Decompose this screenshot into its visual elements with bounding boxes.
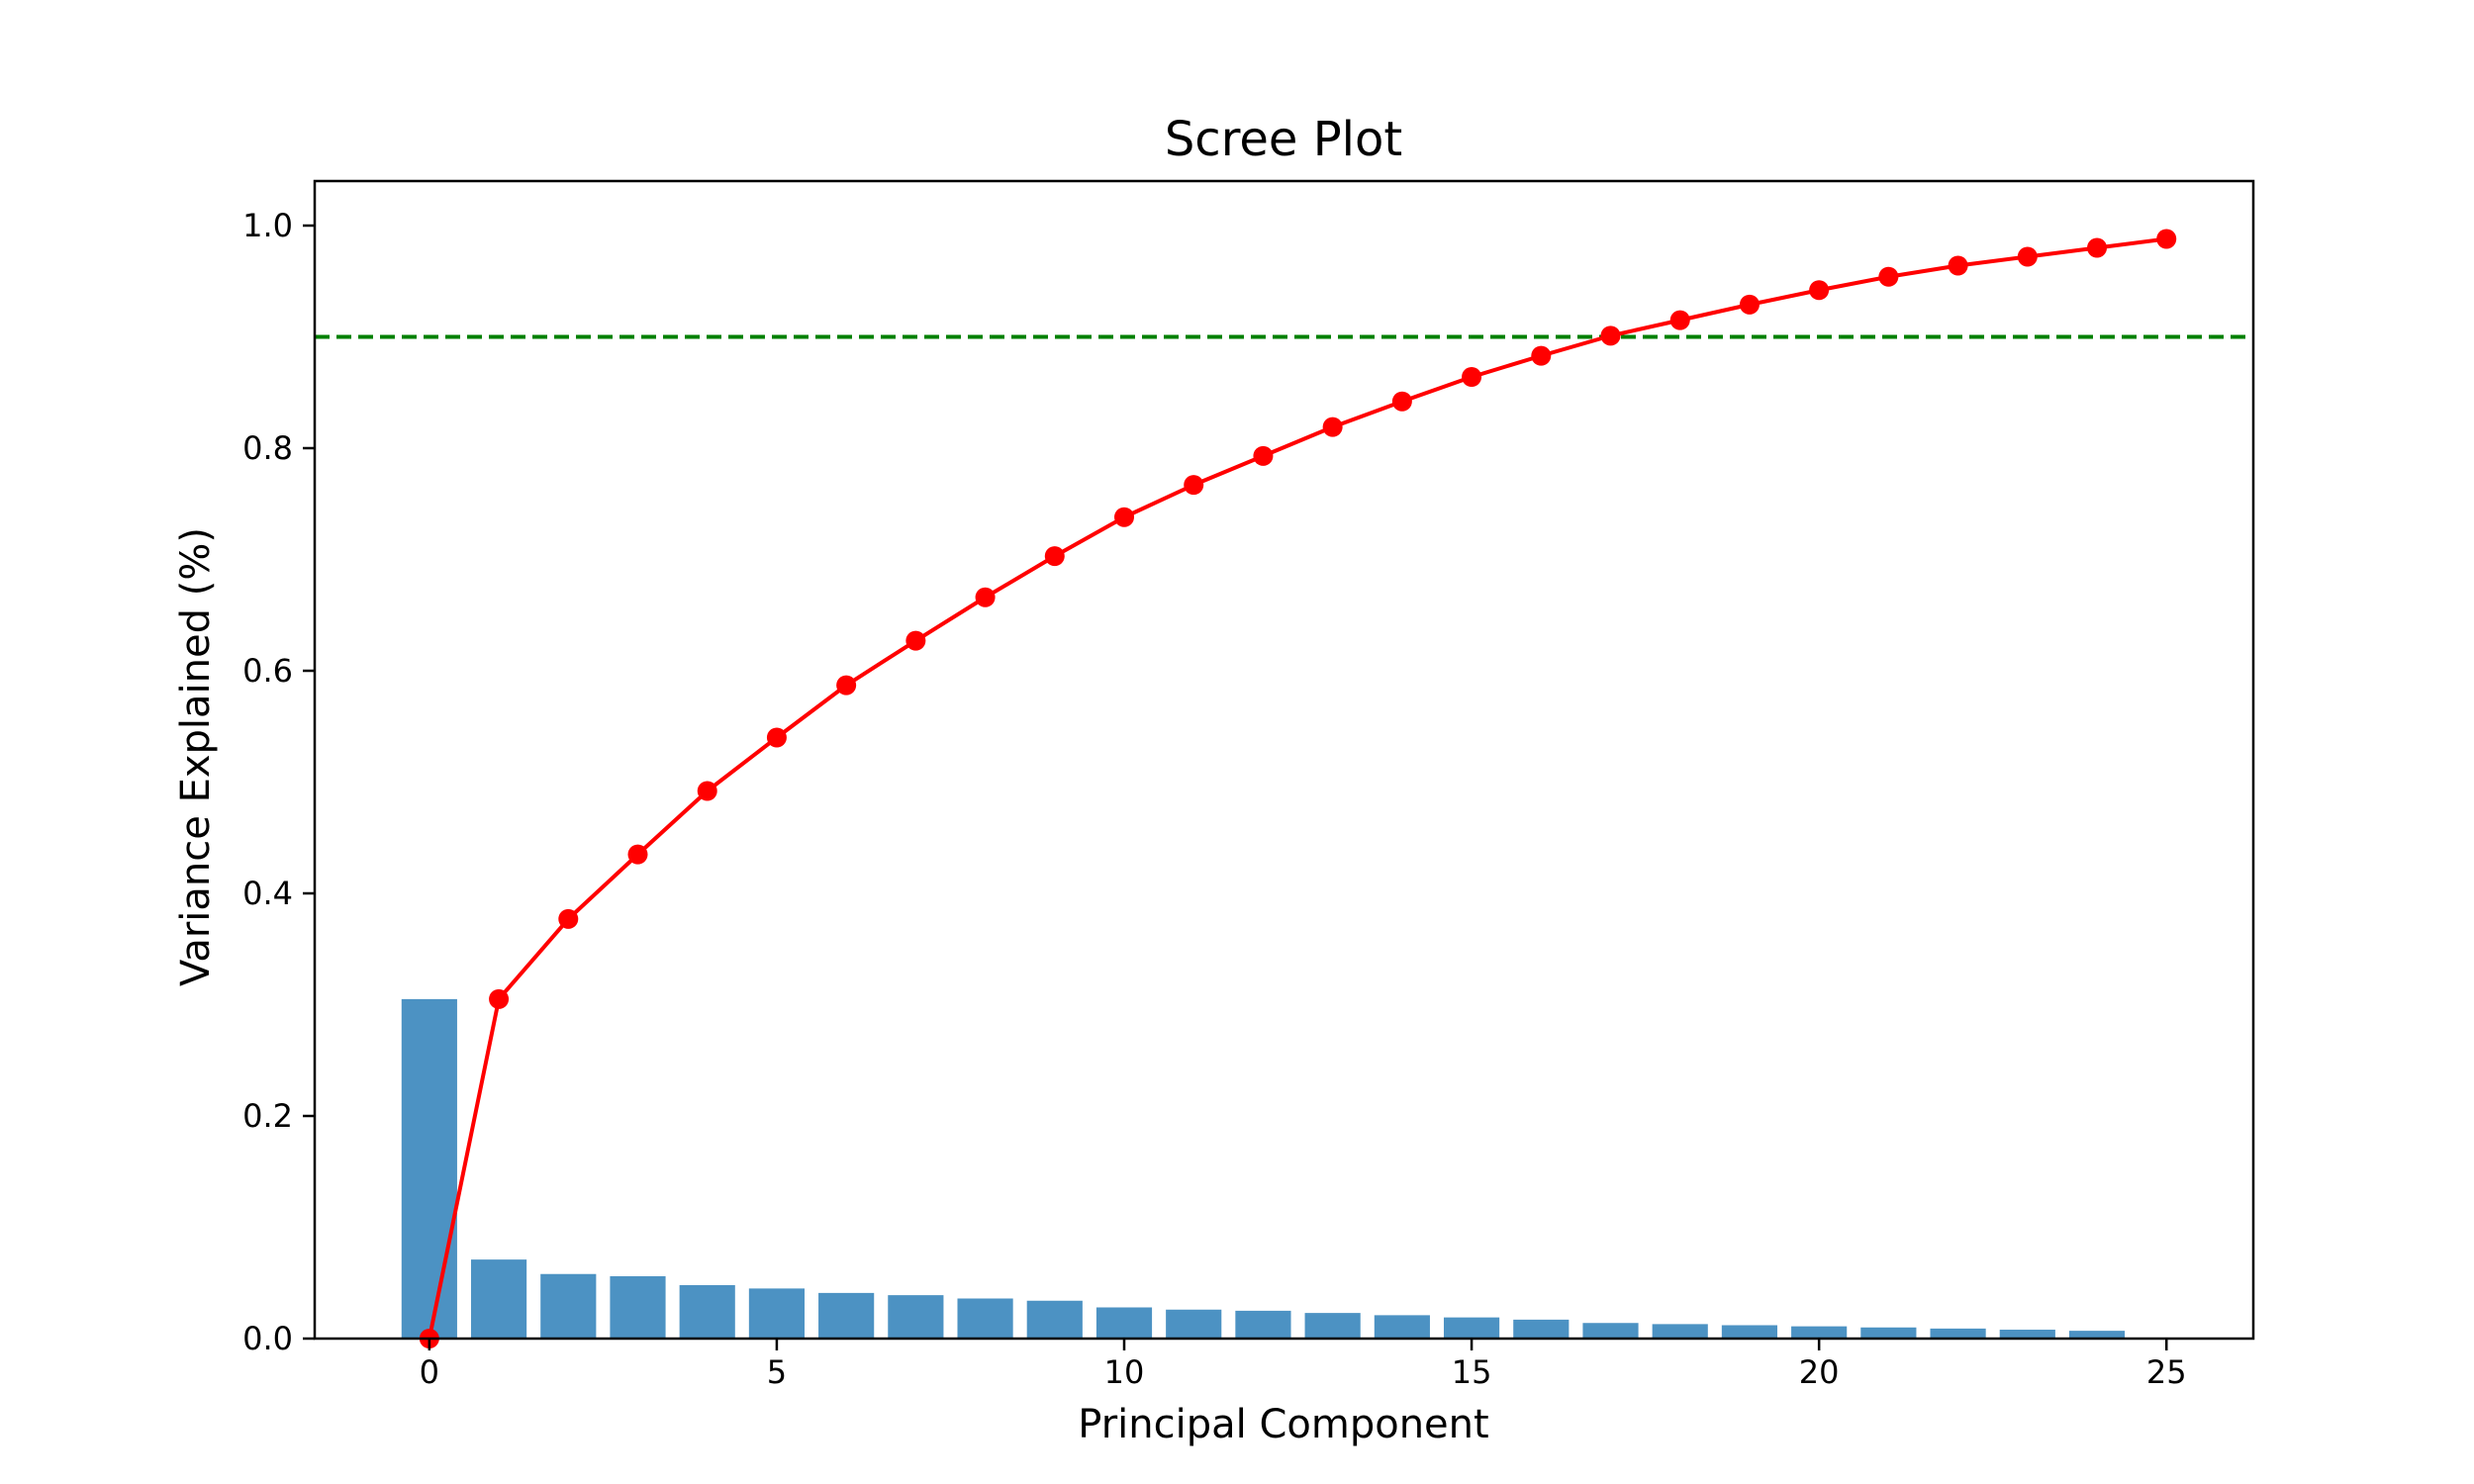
x-tick-label-20: 20 [1799,1353,1840,1391]
cumulative-point-7 [905,630,926,651]
cumulative-point-24 [2087,237,2108,258]
x-tick-label-25: 25 [2146,1353,2187,1391]
bar-component-0 [401,998,457,1340]
bar-component-14 [1374,1315,1430,1340]
bar-component-7 [888,1295,944,1340]
chart-title: Scree Plot [1165,112,1402,167]
cumulative-point-1 [489,988,510,1009]
x-tick-label-10: 10 [1104,1353,1145,1391]
cumulative-point-12 [1253,445,1274,466]
cumulative-variance-line [427,236,2169,1341]
cumulative-point-21 [1878,266,1899,287]
cumulative-point-20 [1809,280,1830,301]
cumulative-point-14 [1391,391,1412,412]
bar-component-1 [470,1259,527,1340]
y-tick-label-0.4: 0.4 [242,875,293,912]
cumulative-point-18 [1669,310,1690,330]
bar-component-16 [1513,1319,1570,1340]
axes-frame [313,179,2255,1341]
cumulative-point-2 [558,908,579,929]
bar-component-22 [1930,1328,1986,1340]
bar-component-5 [748,1288,806,1340]
y-tick-label-0: 0.0 [242,1320,293,1357]
cumulative-point-19 [1739,294,1760,315]
cumulative-point-15 [1462,367,1482,387]
y-tick-label-0.2: 0.2 [242,1097,293,1135]
y-axis-label: Variance Explained (%) [173,527,219,986]
bar-component-2 [540,1273,597,1339]
x-axis-label: Principal Component [1078,1402,1488,1447]
bar-component-21 [1860,1327,1917,1339]
bar-component-23 [1999,1330,2055,1339]
x-tick-label-5: 5 [767,1353,787,1391]
cumulative-point-5 [766,727,787,748]
cumulative-point-13 [1322,417,1343,437]
cumulative-point-3 [627,844,648,865]
bar-component-18 [1652,1324,1708,1340]
bar-component-4 [679,1285,735,1339]
cumulative-point-4 [697,781,717,801]
bar-component-8 [957,1298,1013,1339]
cumulative-point-17 [1600,325,1621,346]
y-tick-label-0.6: 0.6 [242,652,293,690]
y-tick-label-0.8: 0.8 [242,429,293,467]
bar-component-10 [1095,1307,1153,1339]
plot-area: 0 5 10 15 20 25 0.0 0.2 0.4 0.6 0.8 1.0 [242,179,2255,1391]
bar-component-17 [1582,1323,1639,1339]
bar-component-9 [1026,1300,1083,1339]
bar-component-11 [1166,1309,1222,1339]
bar-component-20 [1791,1326,1848,1340]
cumulative-point-11 [1184,475,1204,496]
cumulative-point-9 [1044,546,1065,567]
cumulative-point-10 [1114,507,1135,527]
bar-component-13 [1304,1313,1361,1340]
cumulative-point-22 [1948,255,1968,276]
cumulative-point-6 [836,675,857,696]
cumulative-point-8 [975,587,996,607]
cumulative-point-23 [2017,246,2038,267]
cumulative-point-16 [1531,345,1552,366]
cumulative-point-25 [2156,229,2177,249]
x-tick-label-0: 0 [420,1353,439,1391]
bar-component-15 [1443,1317,1500,1340]
bar-component-19 [1721,1325,1778,1339]
bar-component-6 [818,1292,875,1340]
bar-component-12 [1235,1310,1291,1340]
y-tick-label-1: 1.0 [242,207,293,244]
bar-component-24 [2068,1331,2126,1340]
bar-component-3 [610,1276,666,1339]
x-tick-label-15: 15 [1452,1353,1492,1391]
